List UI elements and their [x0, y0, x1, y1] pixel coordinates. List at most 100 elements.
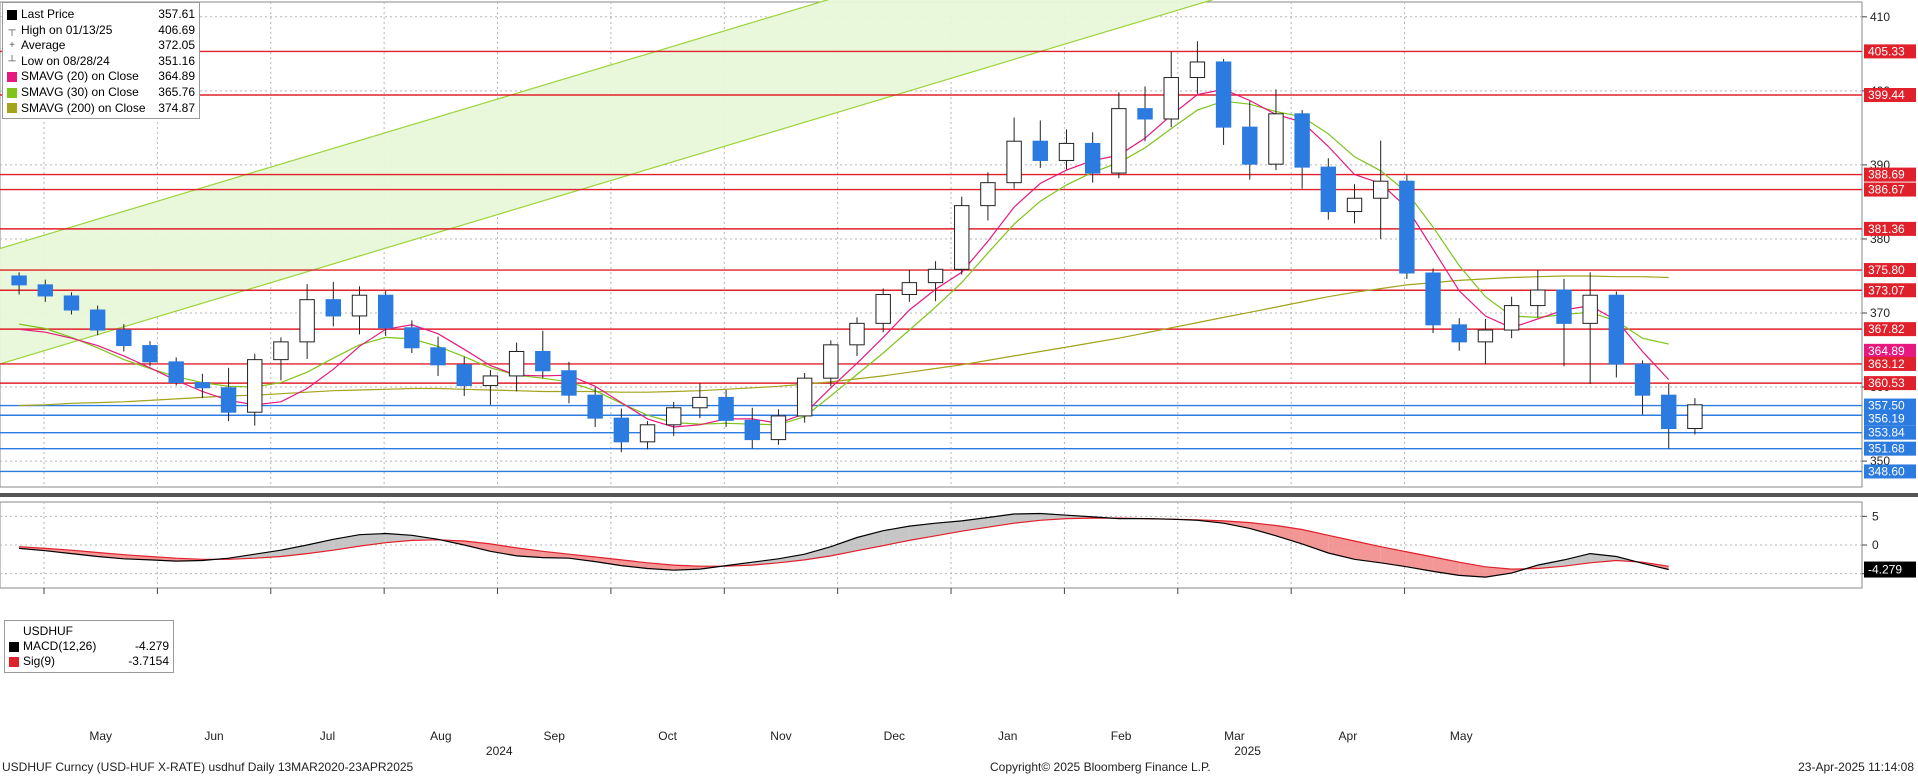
candle-body: [1084, 142, 1101, 174]
candle-body: [613, 417, 630, 443]
legend-value: 365.76: [158, 84, 195, 99]
candle-body: [666, 407, 682, 426]
candle-body: [718, 396, 734, 421]
candle-body: [273, 341, 289, 361]
price-legend: Last Price 357.61 ┬ High on 01/13/25 406.69…: [2, 2, 200, 120]
candle-body: [1111, 108, 1127, 174]
candle-body: [1399, 180, 1415, 274]
channel-lower-line: [0, 0, 1214, 365]
candle-body: [1006, 140, 1022, 184]
legend-row-sma30: SMAVG (30) on Close 365.76: [7, 85, 195, 101]
candle-body: [482, 375, 499, 387]
price-badge-label: 388.69: [1868, 168, 1905, 182]
time-axis: May Jun Jul Aug Sep Oct Nov Dec Jan Feb Mar Apr May 2…: [43, 588, 1473, 758]
sma20-line: [19, 88, 1670, 428]
candle-body: [1032, 140, 1048, 161]
signal-line: [19, 517, 1669, 570]
candle-body: [1242, 126, 1258, 165]
macd-legend: USDHUF MACD(12,26) -4.279 Sig(9) -3.7154: [4, 620, 174, 673]
month-label: Sep: [544, 729, 566, 743]
macd-fill-segment: [307, 539, 334, 554]
macd-badge: [1864, 561, 1916, 578]
horizontal-levels: [0, 50, 1862, 473]
candle-body: [692, 396, 708, 409]
macd-fill-segment: [280, 545, 308, 557]
macd-fill-segment: [1249, 522, 1276, 536]
candle-body: [535, 350, 551, 372]
candle-body: [351, 294, 368, 317]
square-icon: [7, 103, 17, 114]
candle-body: [1634, 363, 1651, 396]
footer-security: USDHUF Curncy (USD-HUF X-RATE) usdhuf Da…: [2, 760, 414, 774]
legend-value: 364.89: [158, 69, 195, 84]
square-icon: [7, 87, 17, 98]
candle-body: [980, 182, 996, 207]
price-badge-label: 357.50: [1868, 399, 1905, 413]
price-badge: [1864, 322, 1916, 337]
candle-body: [247, 359, 263, 413]
price-badge: [1864, 398, 1916, 413]
sma30-line: [19, 100, 1669, 426]
month-label: Apr: [1339, 729, 1358, 743]
macd-fill-segment: [1302, 529, 1329, 554]
month-label: Jun: [204, 729, 223, 743]
trend-channel: [0, 0, 1214, 365]
macd-fill-segment: [909, 523, 936, 541]
price-badge: [1864, 464, 1916, 479]
legend-value: 374.87: [158, 100, 195, 115]
candle-body: [1477, 329, 1494, 343]
price-badge-label: 363.12: [1868, 357, 1905, 371]
macd-fill-segment: [1354, 540, 1381, 563]
candle-body: [1189, 61, 1206, 79]
legend-row-sma200: SMAVG (200) on Close 374.87: [7, 101, 195, 117]
price-badge-label: 405.33: [1868, 44, 1905, 58]
legend-label: SMAVG (200) on Close: [21, 100, 146, 115]
price-badge-label: 375.80: [1868, 263, 1905, 277]
month-label: Jul: [320, 729, 335, 743]
legend-row-high: ┬ High on 01/13/25 406.69: [7, 23, 195, 39]
macd-fill-segment: [752, 558, 779, 566]
candle-body: [89, 309, 106, 331]
legend-label: Sig(9): [23, 654, 56, 668]
price-badge: [1864, 441, 1916, 456]
candle-body: [404, 327, 420, 349]
price-candles: [11, 41, 1703, 453]
candle-body: [508, 350, 525, 377]
price-badge: [1864, 376, 1916, 391]
candle-body: [63, 295, 80, 311]
candle-body: [901, 282, 918, 295]
macd-fill-segment: [883, 526, 910, 546]
candle-body: [1215, 61, 1232, 128]
month-label: May: [1450, 729, 1473, 743]
candle-body: [194, 382, 211, 389]
footer-timestamp: 23-Apr-2025 11:14:08: [1798, 760, 1914, 774]
price-badge-label: 367.82: [1868, 322, 1905, 336]
candle-body: [744, 419, 760, 441]
month-label: Jan: [998, 729, 1017, 743]
macd-fill-segment: [254, 550, 281, 559]
legend-label: Last Price: [21, 7, 75, 21]
candle-body: [796, 377, 813, 417]
price-badge-label: 360.53: [1868, 376, 1905, 390]
candle-body: [1661, 394, 1677, 430]
legend-row-macd: MACD(12,26) -4.279: [9, 639, 169, 654]
candle-body: [1320, 166, 1337, 213]
legend-row-last-price: Last Price 357.61: [7, 7, 195, 23]
legend-label: SMAVG (30) on Close: [21, 84, 139, 99]
candle-body: [875, 293, 891, 324]
legend-row-sma20: SMAVG (20) on Close 364.89: [7, 69, 195, 85]
candle-body: [1137, 108, 1153, 120]
square-icon: [9, 641, 19, 652]
candle-body: [1294, 113, 1310, 168]
candle-body: [430, 347, 446, 366]
price-badge-label: 399.44: [1868, 88, 1905, 102]
macd-tick-label: 0: [1872, 538, 1879, 552]
average-marker-icon: +: [9, 40, 15, 52]
candle-body: [1530, 289, 1546, 307]
axis-tick-label: 370: [1870, 306, 1890, 320]
legend-value: 351.16: [158, 53, 195, 68]
low-marker-icon: ┴: [8, 55, 16, 67]
price-badge: [1864, 283, 1916, 298]
legend-value: -4.279: [134, 639, 169, 653]
legend-row-average: + Average 372.05: [7, 38, 195, 54]
